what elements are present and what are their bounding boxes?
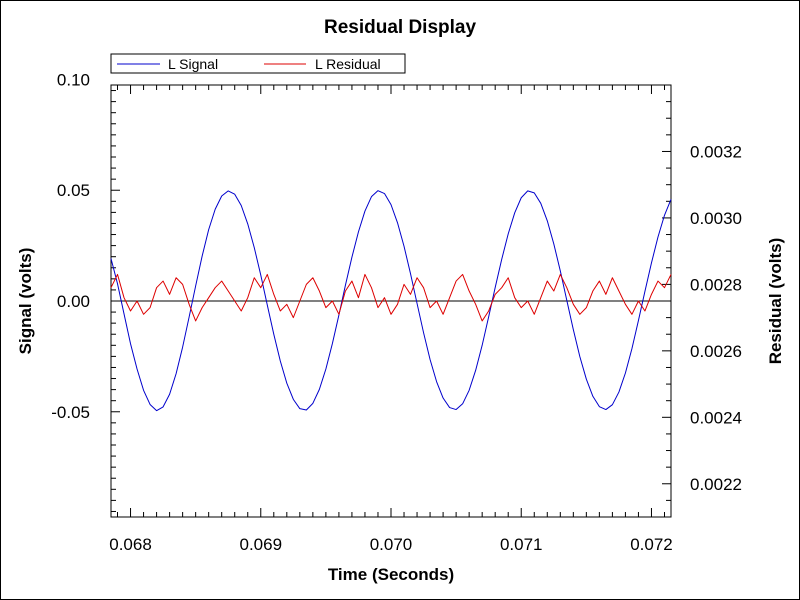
- y-right-tick-label: 0.0032: [690, 142, 742, 161]
- x-tick-label: 0.070: [370, 535, 413, 554]
- x-tick-label: 0.071: [500, 535, 543, 554]
- chart-title: Residual Display: [324, 17, 476, 38]
- y-right-tick-label: 0.0026: [690, 342, 742, 361]
- x-tick-label: 0.072: [630, 535, 673, 554]
- series-lines: [110, 190, 672, 412]
- x-axis-title: Time (Seconds): [328, 565, 454, 584]
- series-line-l-signal: [110, 190, 672, 412]
- legend: L Signal L Residual: [110, 53, 406, 74]
- y-right-axis-title: Residual (volts): [766, 238, 785, 365]
- legend-label-l-residual: L Residual: [315, 56, 381, 72]
- series-line-l-residual: [110, 273, 672, 322]
- y-left-axis-title: Signal (volts): [16, 248, 35, 355]
- y-left-tick-label: -0.05: [51, 403, 90, 422]
- x-tick-label: 0.069: [239, 535, 282, 554]
- legend-label-l-signal: L Signal: [168, 56, 218, 72]
- y-right-tick-label: 0.0028: [690, 275, 742, 294]
- y-left-tick-label: 0.05: [57, 181, 90, 200]
- y-left-tick-label: 0.10: [57, 70, 90, 89]
- y-right-tick-label: 0.0030: [690, 209, 742, 228]
- y-left-tick-label: 0.00: [57, 292, 90, 311]
- tick-labels: 0.068 0.069 0.070 0.071 0.072 0.10 0.05 0.00 -0.…: [51, 70, 742, 554]
- legend-box: [110, 53, 406, 74]
- y-right-tick-label: 0.0024: [690, 408, 742, 427]
- y-right-tick-label: 0.0022: [690, 475, 742, 494]
- x-tick-label: 0.068: [109, 535, 152, 554]
